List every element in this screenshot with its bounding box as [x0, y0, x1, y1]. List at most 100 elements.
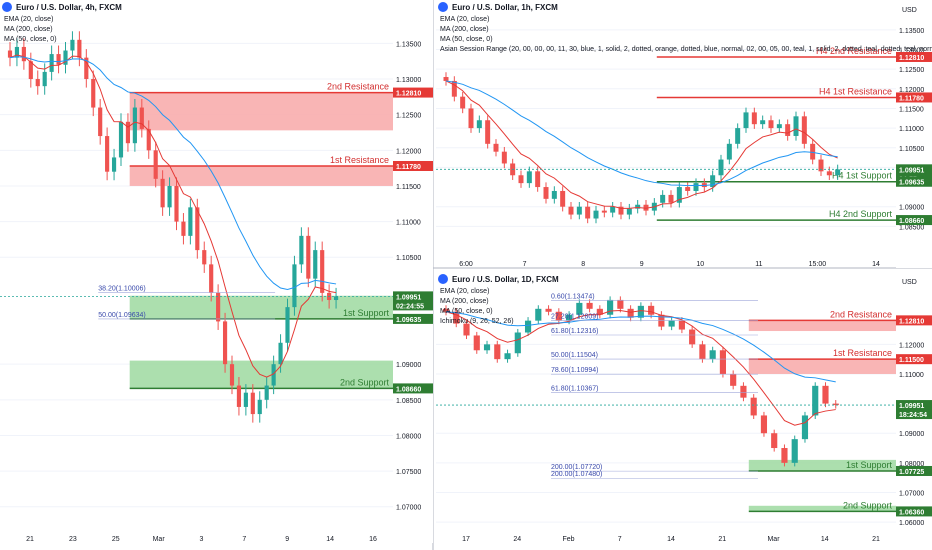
indicator-label: EMA (20, close) [440, 16, 489, 23]
time-axis-tick: 9 [640, 261, 644, 268]
candle [791, 439, 798, 463]
candle [70, 39, 75, 51]
price-axis-tick: 1.13000 [396, 77, 421, 84]
candle [822, 385, 829, 404]
candle [730, 373, 737, 386]
ma50-line [9, 56, 337, 291]
candle [216, 292, 221, 322]
chart-title: Euro / U.S. Dollar, 1h, FXCM [452, 3, 558, 12]
price-axis-tick: 1.13000 [899, 48, 924, 55]
candle [607, 299, 614, 315]
fib-label: 61.80(1.12316) [551, 328, 598, 335]
candle [77, 39, 82, 58]
candle [576, 302, 583, 315]
candle [222, 321, 228, 365]
candle [743, 112, 749, 129]
time-axis-tick: 6:00 [459, 261, 473, 268]
price-axis-tick: 1.06000 [899, 520, 924, 527]
price-axis-tick: 1.11500 [899, 106, 924, 113]
price-axis-tick: 1.11000 [899, 126, 924, 133]
candle [627, 308, 634, 318]
indicator-label: Asian Session Range (20, 00, 00, 00, 11,… [440, 46, 932, 53]
candle [576, 206, 582, 215]
symbol-icon[interactable] [2, 2, 12, 12]
support-label: 1st Support [846, 460, 893, 470]
time-axis-tick: 14 [821, 536, 829, 543]
candle [760, 120, 766, 125]
candle [504, 353, 511, 360]
price-axis-tick: 1.09000 [396, 362, 421, 369]
candle [42, 71, 47, 87]
candle [781, 448, 788, 463]
indicator-label: EMA (20, close) [4, 16, 53, 23]
candle [494, 344, 501, 360]
candle [236, 385, 242, 407]
time-axis-tick: 21 [26, 536, 34, 543]
price-label: 1.12810 [396, 91, 421, 98]
chart-panel-1d[interactable]: 1.12000 1.11000 1.09000 1.08000 1.07000 1.060… [436, 272, 932, 550]
price-label-tag [896, 400, 932, 411]
candle [826, 171, 832, 176]
candle [685, 187, 691, 191]
candle [626, 208, 632, 215]
symbol-icon[interactable] [438, 2, 448, 12]
candle [524, 320, 532, 333]
price-label-tag [393, 87, 433, 98]
candle [726, 143, 732, 160]
candle [560, 190, 566, 207]
time-axis-tick: Mar [153, 536, 166, 543]
candle [35, 79, 40, 87]
ma50-line [445, 311, 836, 383]
price-label-tag [393, 383, 433, 394]
price-axis-tick: 1.07000 [396, 505, 421, 512]
price-axis-tick: 1.11000 [899, 372, 924, 379]
price-axis-tick: 1.12000 [396, 148, 421, 155]
fib-label: 50.00(1.11504) [551, 352, 598, 359]
time-axis-tick: 14 [667, 536, 675, 543]
candle [668, 320, 675, 327]
price-label: 1.09951 [899, 167, 924, 174]
price-label: 1.08660 [396, 386, 421, 393]
resistance-zone [748, 320, 896, 332]
candle [551, 190, 557, 199]
price-label-tag [393, 313, 433, 324]
time-axis-tick: 3 [200, 536, 204, 543]
fib-label: 200.00(1.07720) [551, 464, 602, 471]
ema-line [445, 309, 836, 426]
price-label: 02:24:55 [396, 303, 424, 310]
candle [453, 311, 460, 324]
candle [526, 171, 532, 184]
time-axis-tick: 24 [513, 536, 521, 543]
symbol-icon[interactable] [438, 274, 448, 284]
price-axis-tick: 1.08500 [396, 398, 421, 405]
price-label-tag [896, 215, 932, 226]
candle [610, 206, 616, 213]
price-axis-tick: 1.09000 [899, 205, 924, 212]
time-axis-tick: 16 [369, 536, 377, 543]
fib-label: 78.60(1.10994) [551, 367, 598, 374]
time-axis-tick: Feb [562, 536, 574, 543]
price-axis-tick: 1.11500 [396, 184, 421, 191]
candle [586, 302, 593, 309]
resistance-label: H4 2nd Resistance [816, 46, 892, 56]
candle [485, 120, 491, 144]
ma50-line [445, 80, 838, 187]
candle [111, 157, 117, 172]
chart-panel-1h[interactable]: 1.13500 1.13000 1.12500 1.12000 1.11500 1.110… [436, 0, 932, 268]
time-axis-tick: 8 [581, 261, 585, 268]
chart-panel-4h[interactable]: 1.13500 1.13000 1.12500 1.12000 1.11500 1.110… [0, 0, 433, 543]
candle [278, 342, 283, 365]
indicator-label: MA (200, close) [440, 298, 489, 305]
candle [460, 96, 466, 109]
price-axis-tick: 1.09000 [899, 431, 924, 438]
candle [243, 392, 248, 407]
candle [195, 207, 200, 251]
fib-label: 61.80(1.10367) [551, 386, 598, 393]
price-label: 1.09951 [899, 403, 924, 410]
price-label: 1.12810 [899, 55, 924, 62]
fib-label: 50.00(1.09634) [98, 312, 145, 319]
resistance-zone [129, 92, 393, 131]
time-axis-tick: Mar [767, 536, 780, 543]
indicator-label: MA (200, close) [440, 26, 489, 33]
candle [596, 308, 603, 315]
